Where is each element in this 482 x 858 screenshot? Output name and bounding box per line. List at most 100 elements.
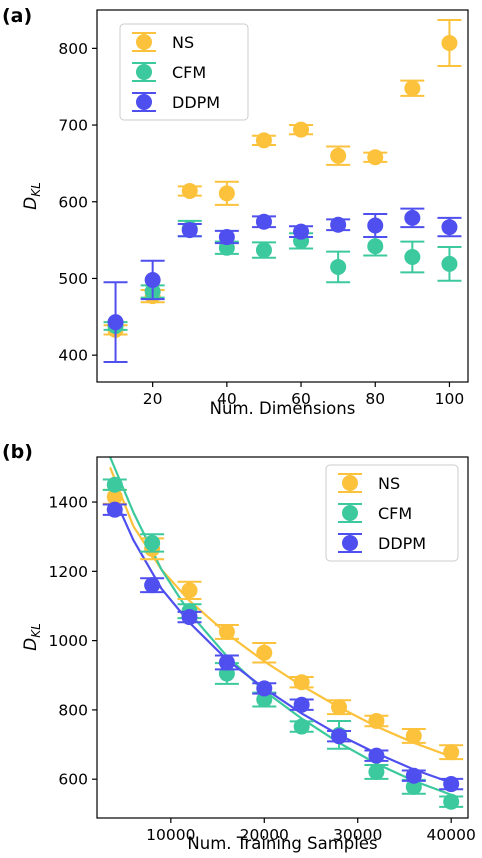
legend-item-cfm: CFM <box>338 503 412 523</box>
x-tick-label: 40 <box>217 390 237 408</box>
legend-marker <box>136 34 152 50</box>
data-point <box>218 654 235 671</box>
data-point <box>441 255 458 272</box>
data-point <box>218 185 235 202</box>
chart-panel-b: (b) 10000 20000 30000 40000 600 800 1000 1200 140… <box>2 441 476 853</box>
data-point <box>367 149 384 166</box>
data-point <box>256 680 273 697</box>
data-point <box>441 219 458 236</box>
x-axis-label: Num. Dimensions <box>210 399 356 418</box>
data-point <box>255 242 272 259</box>
data-point <box>405 767 422 784</box>
data-point <box>443 776 460 793</box>
series-ddpm <box>102 501 464 793</box>
data-point <box>331 699 348 716</box>
y-tick-label: 600 <box>58 193 88 211</box>
x-tick-label: 20 <box>143 390 163 408</box>
data-point <box>367 238 384 255</box>
legend-marker <box>342 505 358 521</box>
data-point <box>256 644 273 661</box>
data-point <box>367 217 384 234</box>
legend-marker <box>136 64 152 80</box>
data-point <box>293 223 310 240</box>
data-point <box>255 213 272 230</box>
data-point <box>330 258 347 275</box>
y-axis-label: DKL <box>21 623 43 651</box>
data-point <box>106 501 123 518</box>
legend: NS CFM DDPM <box>119 23 249 121</box>
legend: NS CFM DDPM <box>325 464 459 562</box>
data-point <box>144 577 161 594</box>
data-point <box>106 476 123 493</box>
data-point <box>106 488 123 505</box>
data-point <box>330 147 347 164</box>
data-point <box>218 623 235 640</box>
legend-label: DDPM <box>378 534 426 553</box>
legend-item-cfm: CFM <box>132 62 206 82</box>
series-ddpm <box>103 207 462 364</box>
y-tick-label: 400 <box>58 347 88 365</box>
x-tick-label: 40000 <box>427 826 476 844</box>
legend-label: CFM <box>172 63 206 82</box>
series-ns <box>103 18 462 338</box>
x-tick-label: 100 <box>435 390 465 408</box>
legend-label: CFM <box>378 504 412 523</box>
y-tick-label: 1000 <box>49 632 88 650</box>
y-tick-label: 1400 <box>49 494 88 512</box>
legend-item-ddpm: DDPM <box>132 92 220 112</box>
data-point <box>218 229 235 246</box>
plot-frame <box>96 456 469 819</box>
y-tick-label: 800 <box>58 40 88 58</box>
y-tick-label: 600 <box>58 771 88 789</box>
legend-label: NS <box>378 474 400 493</box>
data-point <box>293 696 310 713</box>
data-point <box>443 744 460 761</box>
data-point <box>181 609 198 626</box>
data-point <box>331 728 348 745</box>
x-tick-label: 20000 <box>240 826 289 844</box>
data-point <box>404 248 421 265</box>
data-point <box>443 793 460 810</box>
data-point <box>181 222 198 239</box>
legend-item-ns: NS <box>338 473 400 493</box>
data-point <box>404 209 421 226</box>
data-point <box>330 216 347 233</box>
x-tick-label: 30000 <box>333 826 382 844</box>
legend-item-ddpm: DDPM <box>338 533 426 553</box>
x-tick-label: 10000 <box>146 826 195 844</box>
y-tick-label: 500 <box>58 270 88 288</box>
x-tick-label: 80 <box>365 390 385 408</box>
chart-panel-a: (a) 20 40 60 80 100 400 500 600 700 800 Num. Dimens… <box>2 5 469 418</box>
x-tick-label: 60 <box>291 390 311 408</box>
legend-item-ns: NS <box>132 32 194 52</box>
y-tick-label: 800 <box>58 701 88 719</box>
data-point <box>404 80 421 97</box>
x-axis-label: Num. Training Samples <box>187 834 377 853</box>
y-tick-label: 700 <box>58 117 88 135</box>
plot-frame <box>96 9 469 383</box>
y-axis-label: DKL <box>21 182 43 210</box>
data-point <box>107 314 124 331</box>
data-point <box>441 34 458 51</box>
data-point <box>255 132 272 149</box>
data-point <box>293 674 310 691</box>
panel-label: (b) <box>2 441 33 463</box>
legend-label: DDPM <box>172 93 220 112</box>
legend-label: NS <box>172 33 194 52</box>
data-point <box>293 121 310 138</box>
legend-marker <box>136 94 152 110</box>
data-point <box>368 712 385 729</box>
data-point <box>368 747 385 764</box>
data-point <box>368 763 385 780</box>
legend-box <box>325 464 459 562</box>
data-point <box>144 534 161 551</box>
data-point <box>405 778 422 795</box>
data-point <box>144 271 161 288</box>
legend-box <box>119 23 249 121</box>
legend-marker <box>342 475 358 491</box>
data-point <box>181 183 198 200</box>
legend-marker <box>342 535 358 551</box>
data-point <box>256 691 273 708</box>
data-point <box>293 718 310 735</box>
